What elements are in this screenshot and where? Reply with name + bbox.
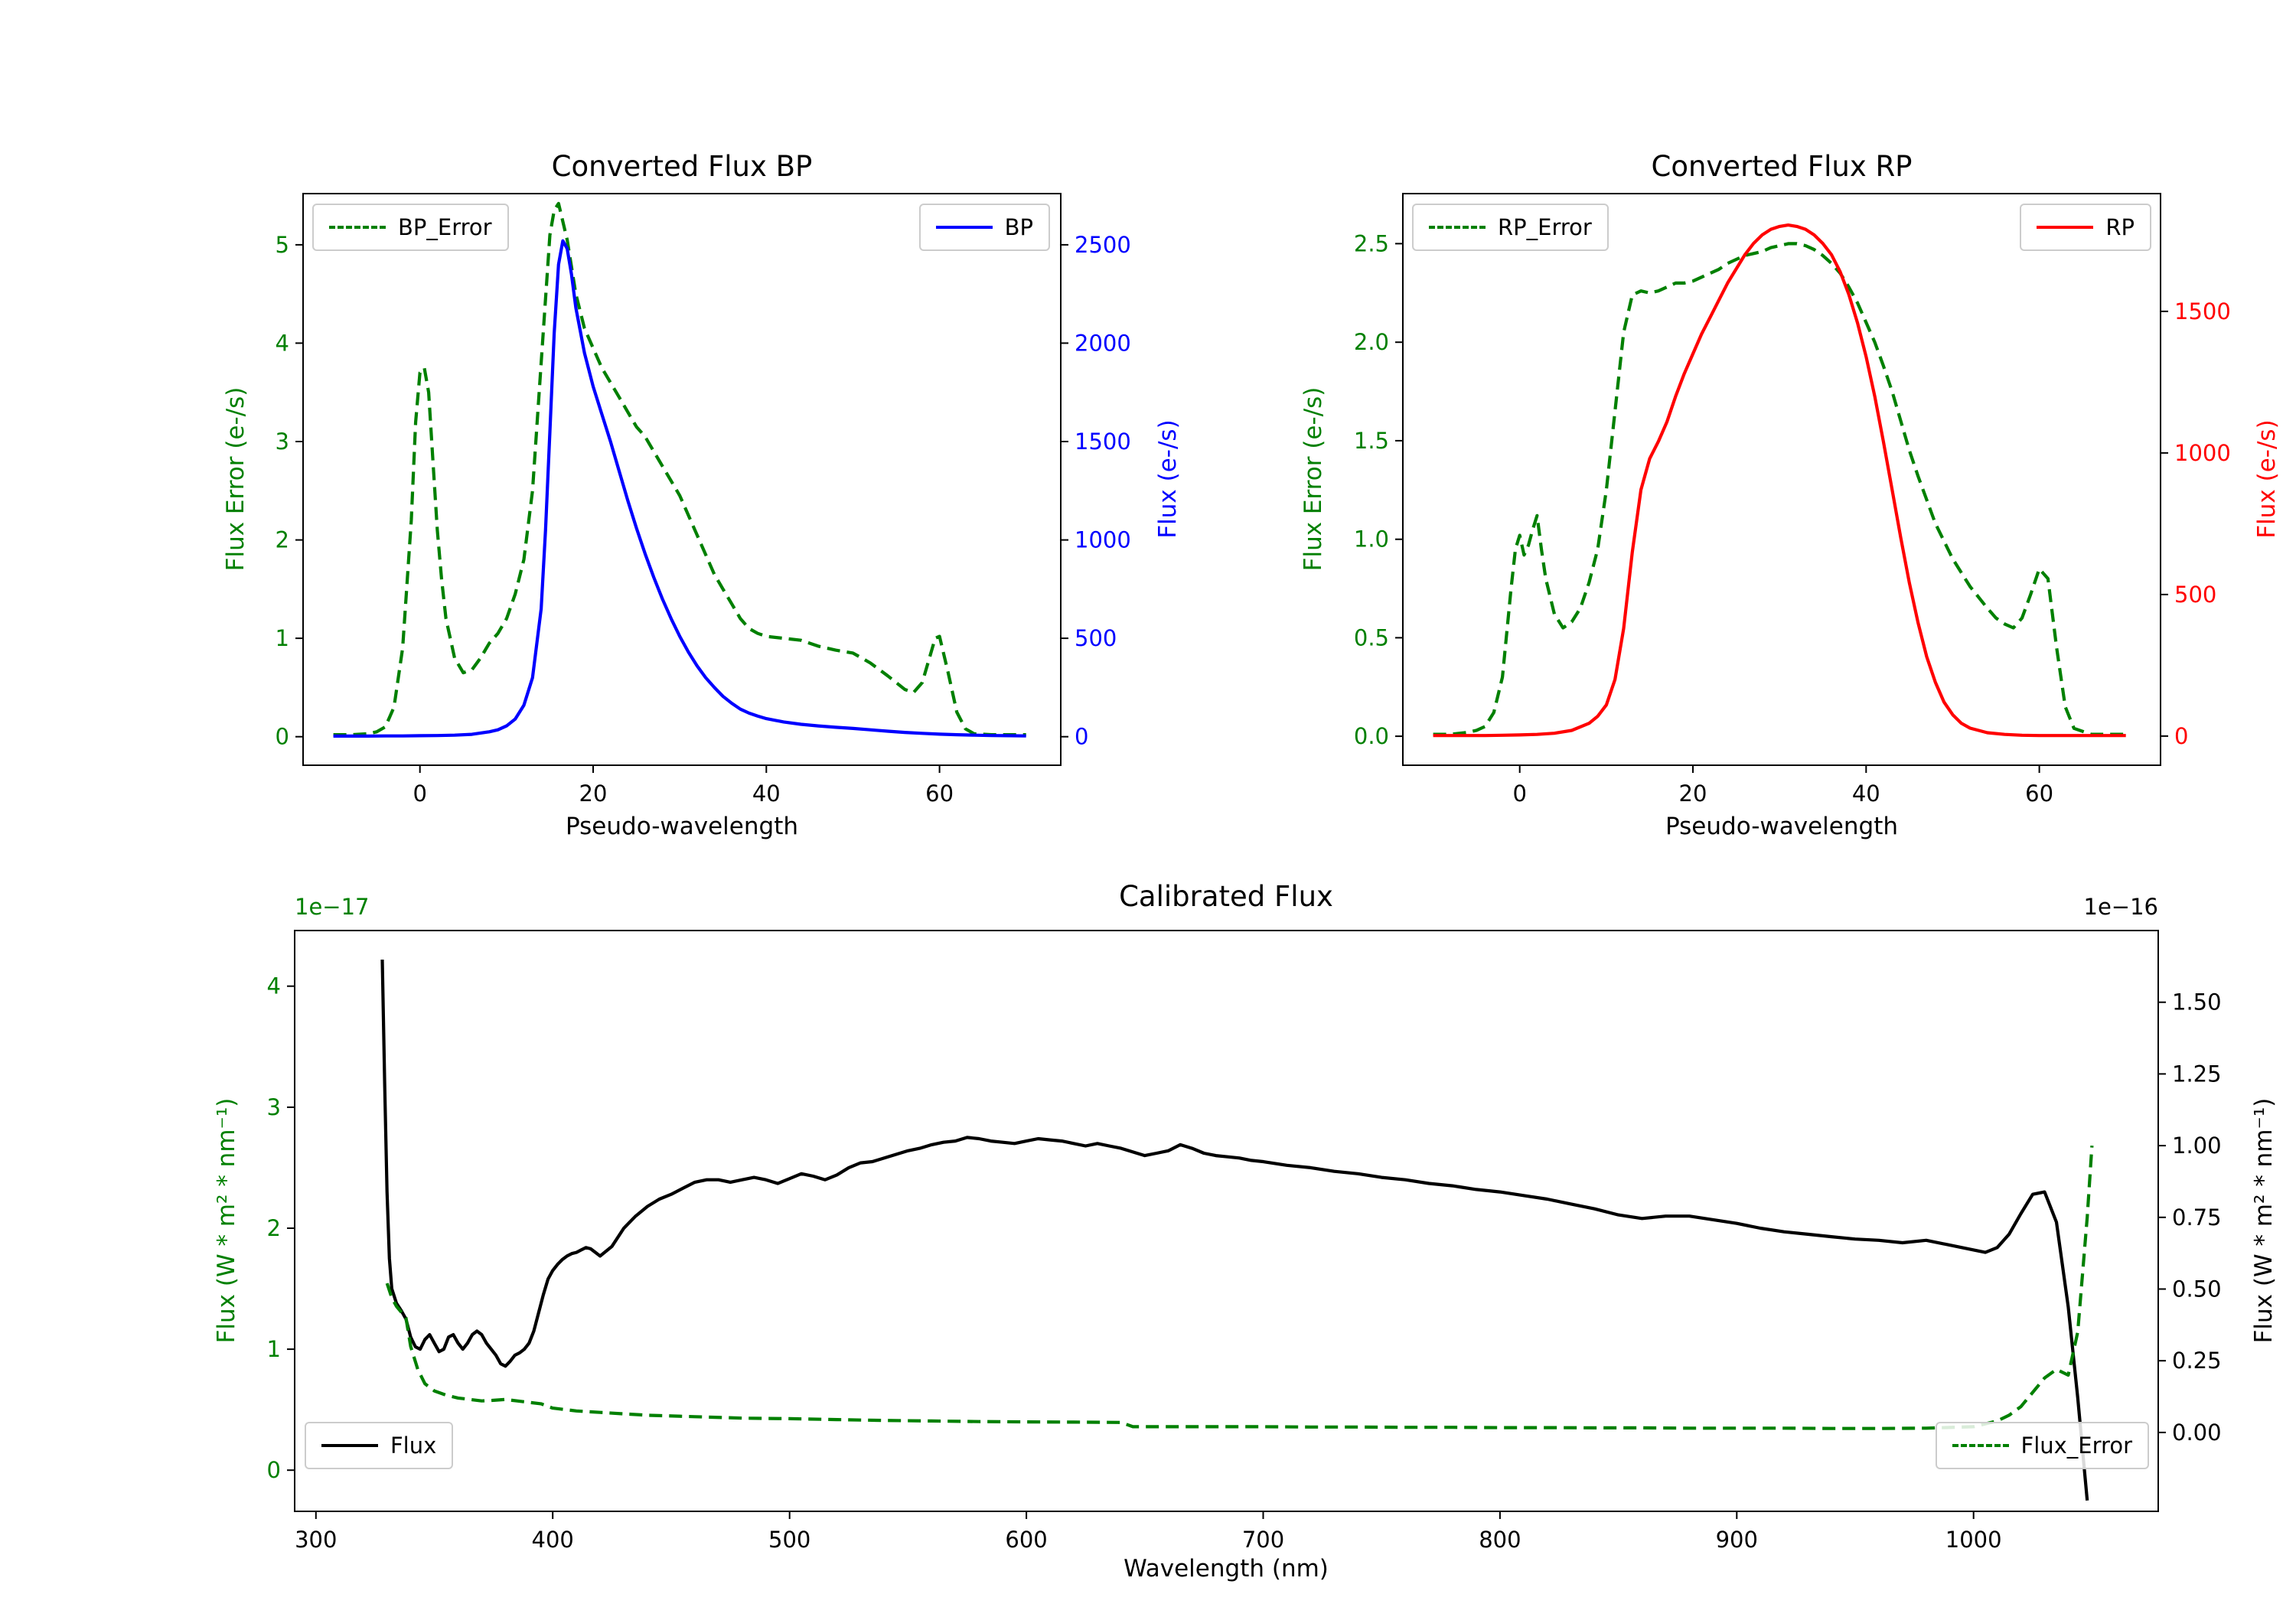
y-left-tick-label: 1: [276, 625, 289, 651]
x-tick-label: 400: [532, 1527, 574, 1553]
legend-label: BP_Error: [398, 214, 492, 240]
y-right-tick-label: 2000: [1075, 330, 1131, 356]
chart-calibrated-title: Calibrated Flux: [1119, 880, 1333, 913]
x-tick-label: 1000: [1945, 1527, 2002, 1553]
series-BP-line: [333, 239, 1026, 738]
y-left-tick-label: 4: [267, 973, 281, 999]
legend-bp: BP: [918, 204, 1050, 251]
rp-left-yaxis-label: Flux Error (e-/s): [1300, 386, 1327, 572]
legend-label: RP_Error: [1498, 214, 1592, 240]
y-left-tick-label: 3: [267, 1094, 281, 1120]
right-scale-offset-label: 1e−16: [2083, 894, 2159, 920]
axes-frame: [1402, 193, 2161, 766]
legend-flux-error: Flux_Error: [1935, 1422, 2149, 1469]
legend-rp-error: RP_Error: [1412, 204, 1609, 251]
axes-frame: [302, 193, 1062, 766]
rp-xaxis-label: Pseudo-wavelength: [1665, 813, 1899, 840]
series-BP_Error-line: [333, 201, 1026, 737]
x-tick-label: 60: [925, 781, 954, 807]
calibrated-xaxis-label: Wavelength (nm): [1124, 1555, 1329, 1583]
y-left-tick-label: 1.0: [1354, 526, 1389, 553]
chart-2: 300 400 500 600 700 800 900 1000 0 1 2 3 4 0.00 0.25 0.…: [267, 930, 2222, 1553]
y-right-tick-label: 0.75: [2172, 1204, 2222, 1231]
y-right-tick-label: 1000: [1075, 527, 1131, 553]
chart-0: 0 20 40 60 0 1 2 3 4 5 0 500 1000 1500 2000 2500: [276, 193, 1131, 807]
y-right-tick-label: 0.25: [2172, 1348, 2222, 1374]
legend-line-sample: [1952, 1444, 2009, 1447]
y-right-tick-label: 1.25: [2172, 1061, 2222, 1087]
axes-frame: [294, 930, 2159, 1512]
y-right-tick-label: 0: [2174, 723, 2188, 749]
legend-line-sample: [2037, 226, 2094, 229]
y-left-tick-label: 2: [267, 1215, 281, 1241]
x-tick-label: 40: [1852, 781, 1880, 807]
legend-line-sample: [329, 226, 386, 229]
y-left-tick-label: 3: [276, 429, 289, 455]
bp-right-yaxis-label: Flux (e-/s): [1154, 419, 1182, 539]
y-left-tick-label: 0: [267, 1457, 281, 1483]
y-right-tick-label: 0.00: [2172, 1420, 2222, 1446]
chart-bp-title: Converted Flux BP: [551, 150, 813, 183]
y-left-tick-label: 2.5: [1354, 230, 1389, 256]
y-left-tick-label: 1.5: [1354, 428, 1389, 454]
y-right-tick-label: 1000: [2174, 440, 2231, 466]
x-tick-label: 600: [1005, 1527, 1047, 1553]
y-right-tick-label: 500: [2174, 582, 2216, 608]
x-tick-label: 20: [1679, 781, 1707, 807]
y-right-tick-label: 0.50: [2172, 1276, 2222, 1302]
series-RP_Error-line: [1433, 242, 2126, 736]
x-tick-label: 60: [2025, 781, 2053, 807]
x-tick-label: 0: [1512, 781, 1526, 807]
y-right-tick-label: 1500: [1075, 429, 1131, 455]
x-tick-label: 700: [1242, 1527, 1284, 1553]
calibrated-right-yaxis-label: Flux (W * m² * nm⁻¹): [2250, 1097, 2278, 1344]
chart-1: 0 20 40 60 0.0 0.5 1.0 1.5 2.0 2.5 0 500 1000 1500: [1354, 193, 2231, 807]
legend-label: Flux_Error: [2020, 1433, 2132, 1459]
y-right-tick-label: 1.00: [2172, 1133, 2222, 1159]
series-Flux_Error-line: [385, 1145, 2094, 1430]
legend-line-sample: [935, 226, 993, 229]
x-tick-label: 0: [413, 781, 426, 807]
legend-line-sample: [1429, 226, 1486, 229]
x-tick-label: 900: [1716, 1527, 1758, 1553]
y-left-tick-label: 5: [276, 232, 289, 258]
bp-xaxis-label: Pseudo-wavelength: [565, 813, 799, 840]
legend-flux: Flux: [305, 1422, 454, 1469]
legend-label: BP: [1004, 214, 1033, 240]
y-left-tick-label: 2.0: [1354, 329, 1389, 355]
chart-rp-title: Converted Flux RP: [1651, 150, 1913, 183]
y-left-tick-label: 0: [276, 724, 289, 750]
y-right-tick-label: 2500: [1075, 232, 1131, 258]
left-scale-offset-label: 1e−17: [295, 894, 370, 920]
y-left-tick-label: 0.5: [1354, 624, 1389, 650]
x-tick-label: 40: [752, 781, 781, 807]
legend-bp-error: BP_Error: [312, 204, 509, 251]
x-tick-label: 800: [1479, 1527, 1521, 1553]
bp-left-yaxis-label: Flux Error (e-/s): [222, 386, 249, 572]
x-tick-label: 300: [295, 1527, 337, 1553]
legend-rp: RP: [2020, 204, 2151, 251]
x-tick-label: 20: [579, 781, 608, 807]
y-left-tick-label: 0.0: [1354, 723, 1389, 749]
y-right-tick-label: 1.50: [2172, 989, 2222, 1015]
y-left-tick-label: 2: [276, 527, 289, 553]
series-Flux-line: [380, 959, 2089, 1501]
y-right-tick-label: 500: [1075, 625, 1117, 651]
y-left-tick-label: 4: [276, 330, 289, 356]
y-left-tick-label: 1: [267, 1336, 281, 1362]
y-right-tick-label: 0: [1075, 724, 1088, 750]
calibrated-left-yaxis-label: Flux (W * m² * nm⁻¹): [213, 1097, 240, 1344]
series-RP-line: [1433, 223, 2126, 738]
rp-right-yaxis-label: Flux (e-/s): [2253, 419, 2281, 539]
legend-label: Flux: [390, 1433, 437, 1459]
legend-label: RP: [2105, 214, 2135, 240]
x-tick-label: 500: [768, 1527, 810, 1553]
y-right-tick-label: 1500: [2174, 298, 2231, 324]
legend-line-sample: [321, 1444, 378, 1447]
